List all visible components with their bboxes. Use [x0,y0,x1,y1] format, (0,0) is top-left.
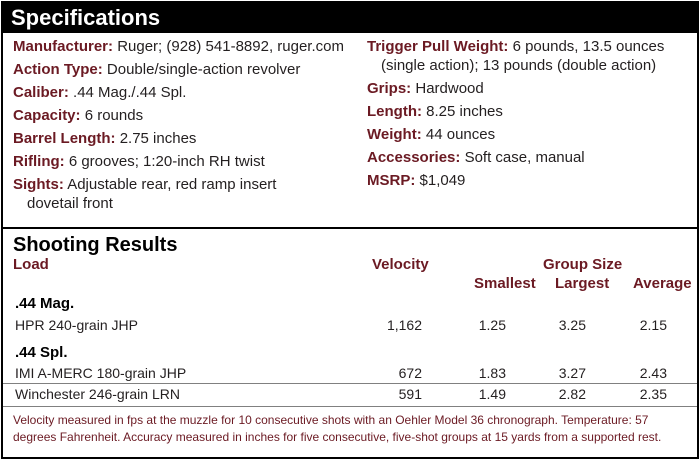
smallest-value: 1.49 [478,386,506,402]
largest-value: 3.25 [558,317,586,333]
spec-value-continued: (single action); 13 pounds (double actio… [381,57,657,74]
spec-label: Sights: [13,176,64,193]
spec-sights: Sights: Adjustable rear, red ramp insert… [13,175,353,213]
specs-left-column: Manufacturer: Ruger; (928) 541-8892, rug… [13,37,353,217]
spec-value: Adjustable rear, red ramp insert [67,176,277,193]
spec-length: Length: 8.25 inches [367,102,697,121]
spec-label: Grips: [367,80,412,97]
average-value: 2.15 [639,317,667,333]
spec-value: 8.25 inches [426,103,503,120]
spec-value-continued: dovetail front [27,195,113,212]
section-divider [3,227,697,229]
velocity-header: Velocity [372,256,429,273]
average-value: 2.35 [639,386,667,402]
spec-action-type: Action Type: Double/single-action revolv… [13,60,353,79]
spec-value: 6 grooves; 1:20-inch RH twist [68,153,265,170]
shooting-results-title: Shooting Results [13,234,178,256]
average-header: Average [633,275,692,292]
spec-label: Action Type: [13,61,103,78]
spec-value: Double/single-action revolver [106,61,301,78]
specs-right-column: Trigger Pull Weight: 6 pounds, 13.5 ounc… [367,37,697,194]
spec-trigger-pull: Trigger Pull Weight: 6 pounds, 13.5 ounc… [367,37,697,75]
spec-value: Ruger; (928) 541-8892, ruger.com [117,38,344,55]
spec-label: Rifling: [13,153,65,170]
spec-grips: Grips: Hardwood [367,79,697,98]
group-label-44-spl: .44 Spl. [15,344,68,361]
group-label-44-mag: .44 Mag. [15,295,75,312]
smallest-header: Smallest [474,275,536,292]
spec-value: 2.75 inches [119,130,197,147]
specifications-title: Specifications [3,3,697,33]
spec-value: 6 rounds [84,107,144,124]
smallest-value: 1.25 [478,317,506,333]
spec-label: Capacity: [13,107,81,124]
group-size-header: Group Size [543,256,623,273]
spec-label: Weight: [367,126,422,143]
velocity-value: 1,162 [386,317,422,333]
load-name: HPR 240-grain JHP [15,317,138,333]
spec-label: Barrel Length: [13,130,116,147]
largest-value: 2.82 [558,386,586,402]
spec-capacity: Capacity: 6 rounds [13,106,353,125]
spec-value: $1,049 [419,172,466,189]
spec-msrp: MSRP: $1,049 [367,171,697,190]
spec-manufacturer: Manufacturer: Ruger; (928) 541-8892, rug… [13,37,353,56]
velocity-value: 672 [398,365,422,381]
velocity-value: 591 [398,386,422,402]
spec-label: Length: [367,103,422,120]
spec-weight: Weight: 44 ounces [367,125,697,144]
spec-value: 44 ounces [425,126,496,143]
footnote: Velocity measured in fps at the muzzle f… [3,406,697,457]
row-separator [3,383,697,384]
spec-accessories: Accessories: Soft case, manual [367,148,697,167]
spec-rifling: Rifling: 6 grooves; 1:20-inch RH twist [13,152,353,171]
spec-label: Trigger Pull Weight: [367,38,509,55]
spec-value: 6 pounds, 13.5 ounces [512,38,665,55]
spec-barrel-length: Barrel Length: 2.75 inches [13,129,353,148]
largest-value: 3.27 [558,365,586,381]
spec-label: MSRP: [367,172,416,189]
largest-header: Largest [555,275,610,292]
load-header: Load [13,256,49,273]
spec-caliber: Caliber: .44 Mag./.44 Spl. [13,83,353,102]
average-value: 2.43 [639,365,667,381]
load-name: IMI A-MERC 180-grain JHP [15,365,187,381]
load-name: Winchester 246-grain LRN [15,386,180,402]
spec-value: Hardwood [415,80,484,97]
spec-label: Accessories: [367,149,461,166]
spec-label: Caliber: [13,84,69,101]
spec-value: Soft case, manual [464,149,585,166]
smallest-value: 1.83 [478,365,506,381]
spec-label: Manufacturer: [13,38,114,55]
spec-value: .44 Mag./.44 Spl. [73,84,187,101]
